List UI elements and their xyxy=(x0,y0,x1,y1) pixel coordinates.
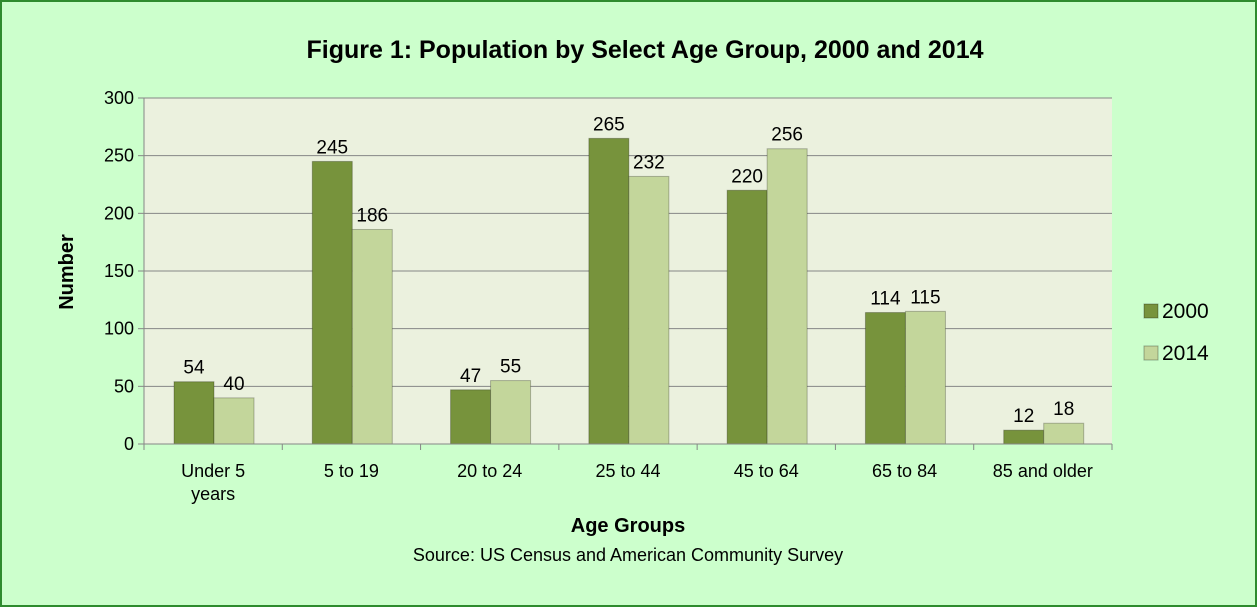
x-tick-label-line: 85 and older xyxy=(993,461,1093,481)
x-tick-label: 5 to 19 xyxy=(324,461,379,481)
data-label-2000-2: 47 xyxy=(460,366,481,387)
bar-2014-0 xyxy=(213,397,255,445)
x-tick-label-line: 5 to 19 xyxy=(324,461,379,481)
data-label-2014-2: 55 xyxy=(500,357,521,378)
bars xyxy=(173,137,1085,445)
x-tick-label-line: Under 5 xyxy=(181,461,245,481)
legend-label-2014: 2014 xyxy=(1162,342,1209,365)
x-tick-label: 20 to 24 xyxy=(457,461,522,481)
y-tick-labels: 0 50 100 150 200 250 300 xyxy=(104,88,134,454)
legend-swatch-2014 xyxy=(1143,345,1159,361)
data-label-2000-1: 245 xyxy=(316,137,348,158)
x-tick-label-line: 20 to 24 xyxy=(457,461,522,481)
source-note: Source: US Census and American Community… xyxy=(413,545,843,565)
bar-2000-2 xyxy=(450,389,492,445)
bar-2000-4 xyxy=(726,189,768,445)
x-tick-label-line: 25 to 44 xyxy=(595,461,660,481)
bar-2014-2 xyxy=(490,380,532,445)
x-tick-label-line: 65 to 84 xyxy=(872,461,937,481)
bar-2000-1 xyxy=(311,160,353,445)
bar-2014-6 xyxy=(1043,422,1085,445)
y-tick-label: 200 xyxy=(104,203,134,223)
legend: 2000 2014 xyxy=(1143,300,1209,365)
x-tick-label-line: 45 to 64 xyxy=(734,461,799,481)
bar-2014-3 xyxy=(628,175,670,445)
x-axis-title: Age Groups xyxy=(571,515,685,537)
x-tick-label: 25 to 44 xyxy=(595,461,660,481)
data-label-2000-5: 114 xyxy=(870,289,901,310)
bar-2014-5 xyxy=(904,310,946,445)
data-label-2000-4: 220 xyxy=(731,166,763,187)
bar-2014-1 xyxy=(351,228,393,445)
y-tick-label: 150 xyxy=(104,261,134,281)
x-tick-label: 65 to 84 xyxy=(872,461,937,481)
y-tick-label: 50 xyxy=(114,376,134,396)
bar-2000-5 xyxy=(864,312,906,445)
x-tick-labels: Under 5 years 5 to 19 20 to 24 25 to 44 45 to… xyxy=(181,461,1093,504)
y-axis-title: Number xyxy=(56,234,78,310)
x-tick-label-line: years xyxy=(191,484,235,504)
axes xyxy=(138,97,1113,450)
chart-title: Figure 1: Population by Select Age Group… xyxy=(306,36,983,64)
y-tick-label: 0 xyxy=(124,434,134,454)
data-label-2000-3: 265 xyxy=(593,114,625,135)
data-label-2000-0: 54 xyxy=(183,358,205,379)
data-label-2014-4: 256 xyxy=(771,125,803,146)
bar-2000-3 xyxy=(588,137,630,445)
y-tick-label: 100 xyxy=(104,319,134,339)
data-label-2000-6: 12 xyxy=(1013,406,1034,427)
data-label-2014-0: 40 xyxy=(223,374,244,395)
bar-2014-4 xyxy=(766,148,808,445)
x-tick-label: 85 and older xyxy=(993,461,1093,481)
x-tick-label: Under 5 years xyxy=(181,461,245,504)
data-label-2014-6: 18 xyxy=(1053,399,1074,420)
data-label-2014-5: 115 xyxy=(910,287,940,308)
y-tick-label: 300 xyxy=(104,88,134,108)
legend-swatch-2000 xyxy=(1143,303,1159,319)
x-tick-label: 45 to 64 xyxy=(734,461,799,481)
y-tick-label: 250 xyxy=(104,146,134,166)
data-label-2014-1: 186 xyxy=(356,205,388,226)
data-labels: 54 245 47 265 220 114 12 40 186 55 232 256 115 18 xyxy=(183,114,1074,427)
data-label-2014-3: 232 xyxy=(633,152,665,173)
bar-2000-0 xyxy=(173,381,215,445)
bar-2000-6 xyxy=(1003,429,1045,445)
legend-label-2000: 2000 xyxy=(1162,300,1209,323)
